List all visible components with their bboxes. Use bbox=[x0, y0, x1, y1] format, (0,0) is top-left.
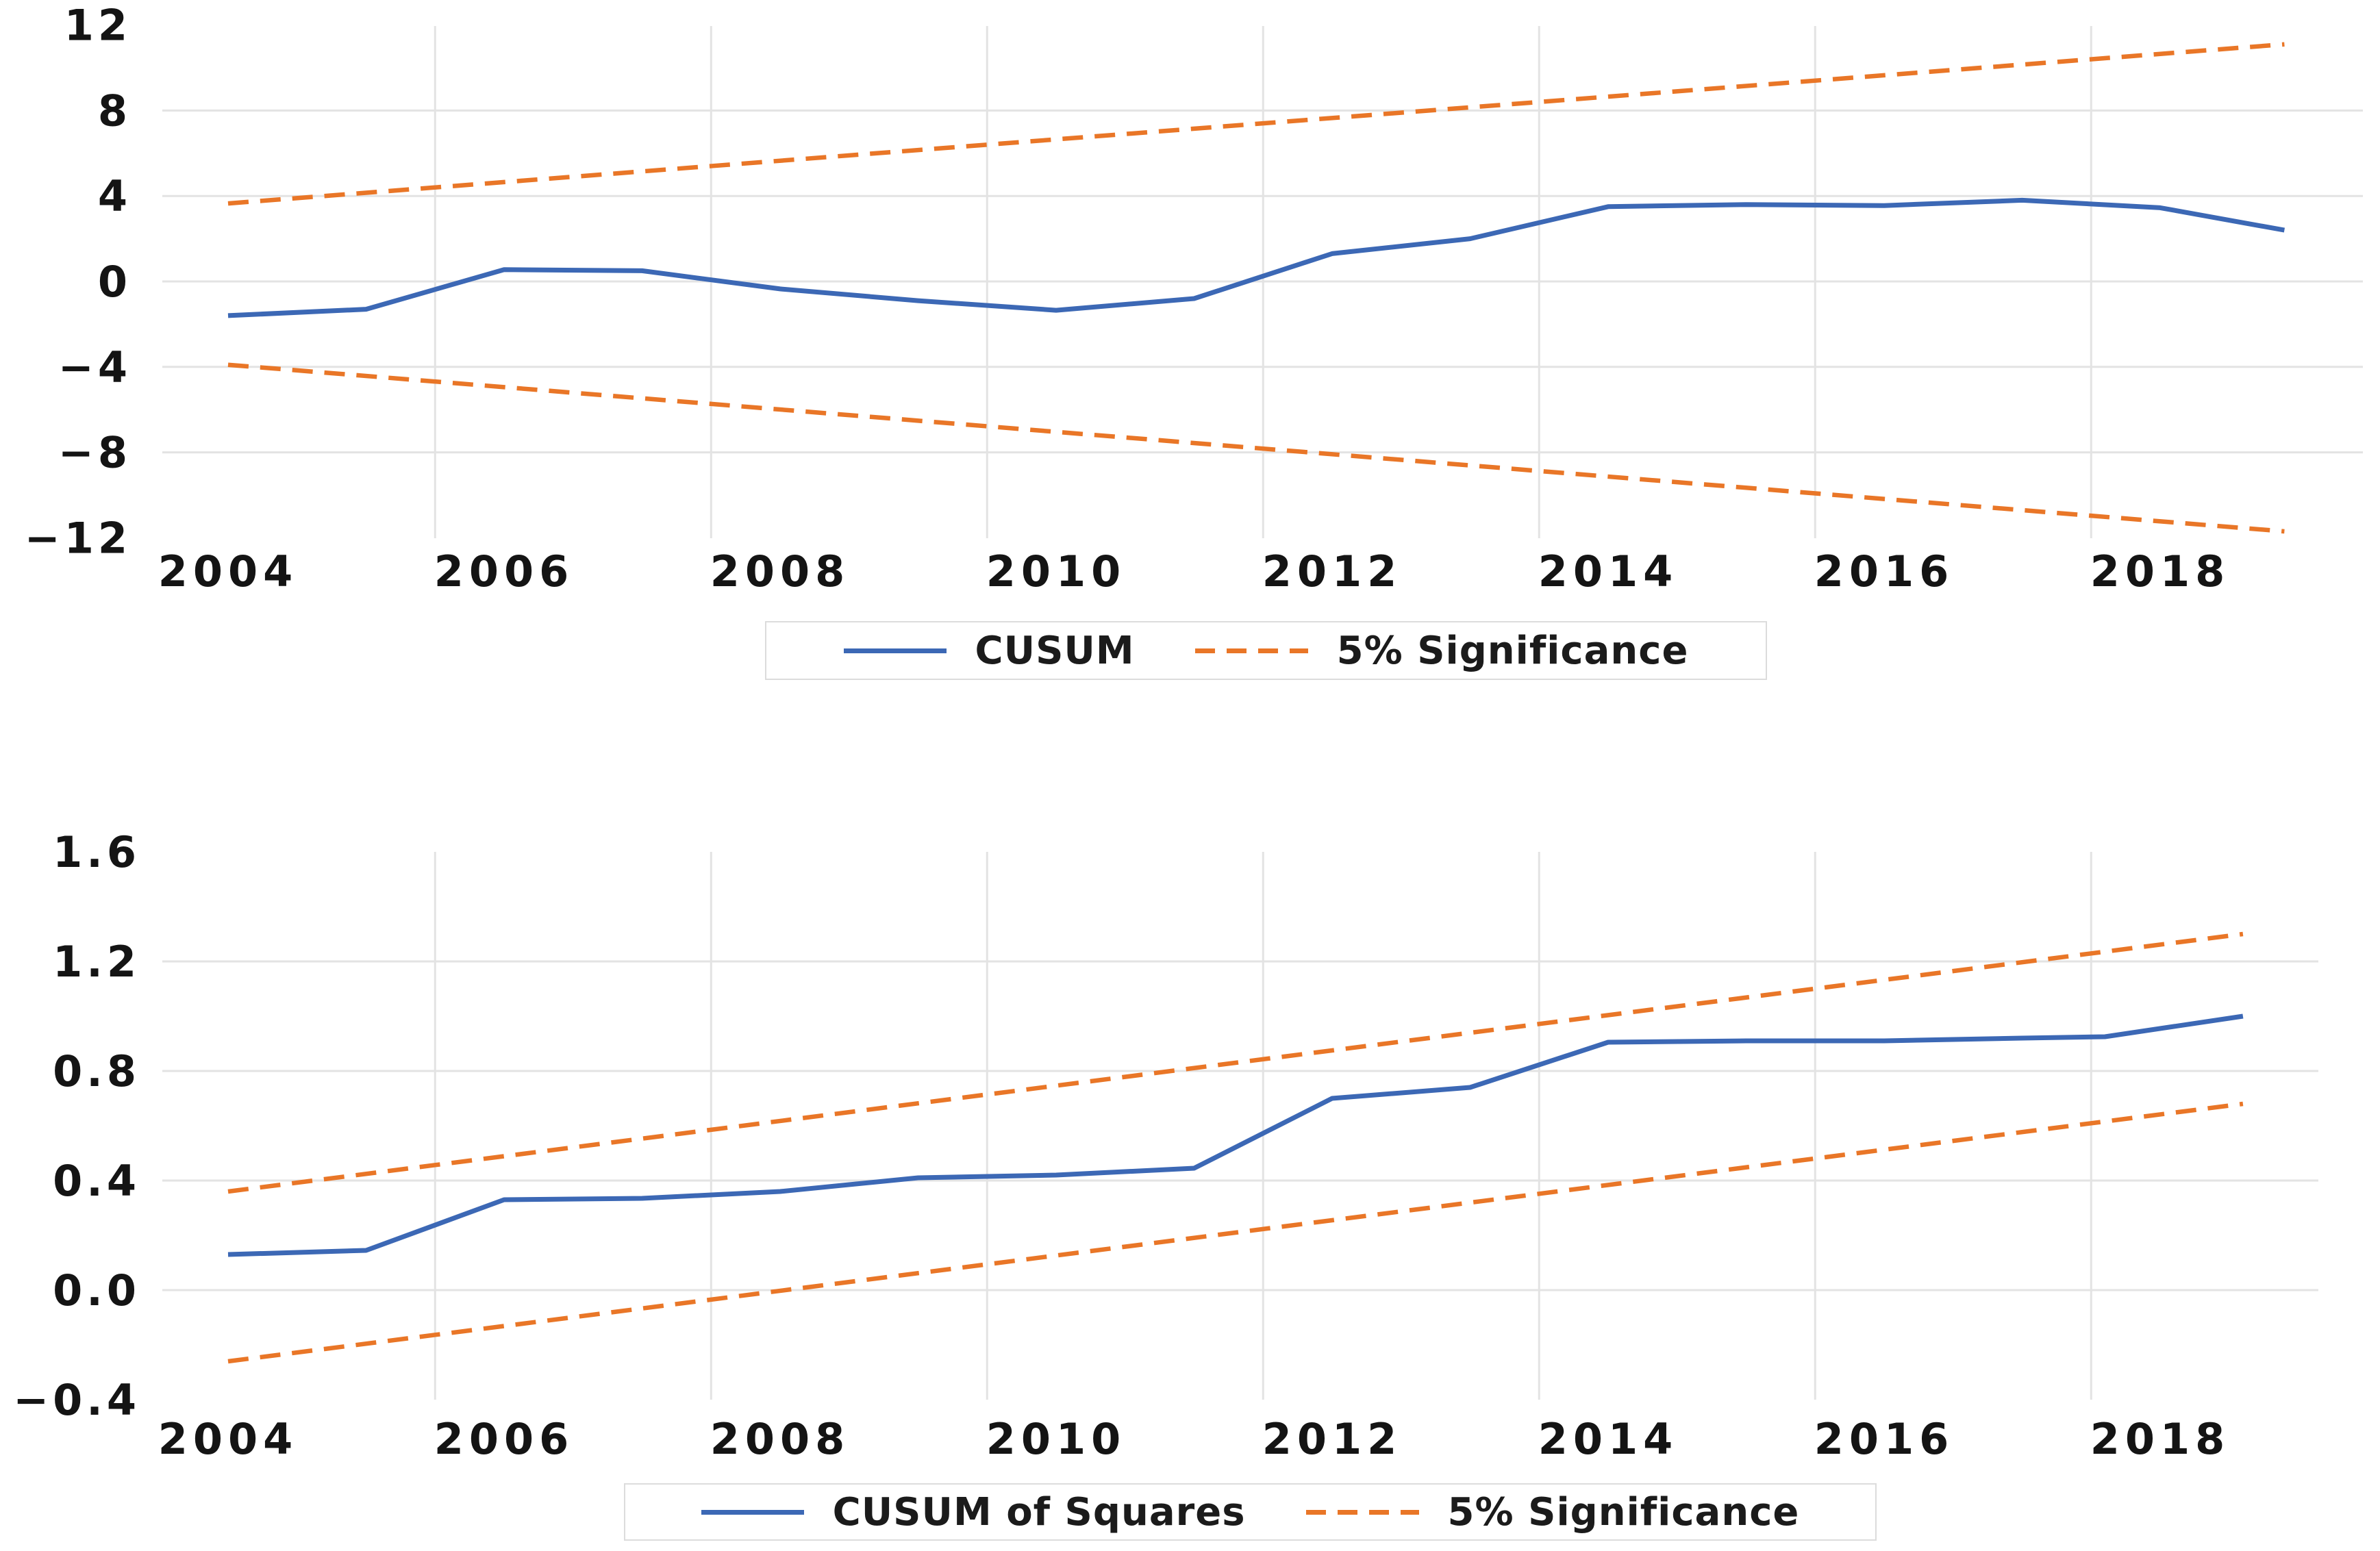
cusum-of-squares-line-sample bbox=[701, 1509, 804, 1515]
x-tick-label: 2008 bbox=[710, 1414, 851, 1464]
x-tick-label: 2006 bbox=[434, 1414, 575, 1464]
x-tick-label: 2010 bbox=[986, 1414, 1127, 1464]
y-tick-label: −12 bbox=[25, 513, 131, 563]
significance2-line-sample bbox=[1305, 1509, 1419, 1515]
x-tick-label: 2010 bbox=[986, 546, 1127, 596]
x-tick-label: 2016 bbox=[1814, 546, 1955, 596]
y-tick-label: −8 bbox=[58, 428, 131, 478]
y-tick-label: 4 bbox=[98, 171, 131, 221]
cusum-legend-label: CUSUM bbox=[975, 628, 1135, 673]
y-tick-label: −4 bbox=[58, 342, 131, 392]
x-tick-label: 2012 bbox=[1262, 1414, 1403, 1464]
significance-upper-line bbox=[227, 42, 2285, 206]
x-tick-label: 2014 bbox=[1538, 1414, 1679, 1464]
y-tick-label: 1.6 bbox=[53, 827, 140, 877]
cusum-of-squares-legend: CUSUM of Squares 5% Significance bbox=[624, 1483, 1877, 1541]
x-tick-label: 2016 bbox=[1814, 1414, 1955, 1464]
cusum-of-squares-legend-label: CUSUM of Squares bbox=[832, 1489, 1246, 1535]
x-tick-label: 2014 bbox=[1538, 546, 1679, 596]
y-tick-label: 8 bbox=[98, 86, 131, 136]
significance-lower-line bbox=[227, 362, 2285, 534]
y-tick-label: 0.4 bbox=[53, 1156, 140, 1206]
y-tick-label: 1.2 bbox=[53, 937, 140, 987]
significance-upper-line bbox=[227, 931, 2244, 1194]
x-tick-label: 2006 bbox=[434, 546, 575, 596]
y-tick-label: 0 bbox=[98, 257, 131, 307]
significance-legend-label: 5% Significance bbox=[1336, 628, 1689, 673]
x-tick-label: 2004 bbox=[158, 546, 299, 596]
significance-lower-line bbox=[227, 1101, 2244, 1364]
y-tick-label: 0.0 bbox=[53, 1265, 140, 1315]
x-tick-label: 2018 bbox=[2090, 546, 2231, 596]
cusum-chart: 12 8 4 0 −4 −8 −12 2004 2006 2008 2010 2012 2014 2016… bbox=[25, 1, 2363, 596]
cusum-of-squares-chart: 1.6 1.2 0.8 0.4 0.0 −0.4 2004 2006 2008 2010 2012 2… bbox=[13, 827, 2318, 1464]
cusum-line bbox=[227, 197, 2285, 318]
cusum-legend: CUSUM 5% Significance bbox=[765, 621, 1767, 680]
y-tick-label: 12 bbox=[64, 1, 131, 51]
x-tick-label: 2018 bbox=[2090, 1414, 2231, 1464]
significance-line-sample bbox=[1194, 648, 1308, 653]
cusum-line-sample bbox=[843, 648, 947, 653]
x-tick-label: 2008 bbox=[710, 546, 851, 596]
cusum-of-squares-line bbox=[227, 1013, 2244, 1257]
y-tick-label: −0.4 bbox=[13, 1375, 140, 1425]
x-tick-label: 2004 bbox=[158, 1414, 299, 1464]
x-tick-label: 2012 bbox=[1262, 546, 1403, 596]
y-tick-label: 0.8 bbox=[53, 1046, 140, 1096]
significance2-legend-label: 5% Significance bbox=[1447, 1489, 1800, 1535]
